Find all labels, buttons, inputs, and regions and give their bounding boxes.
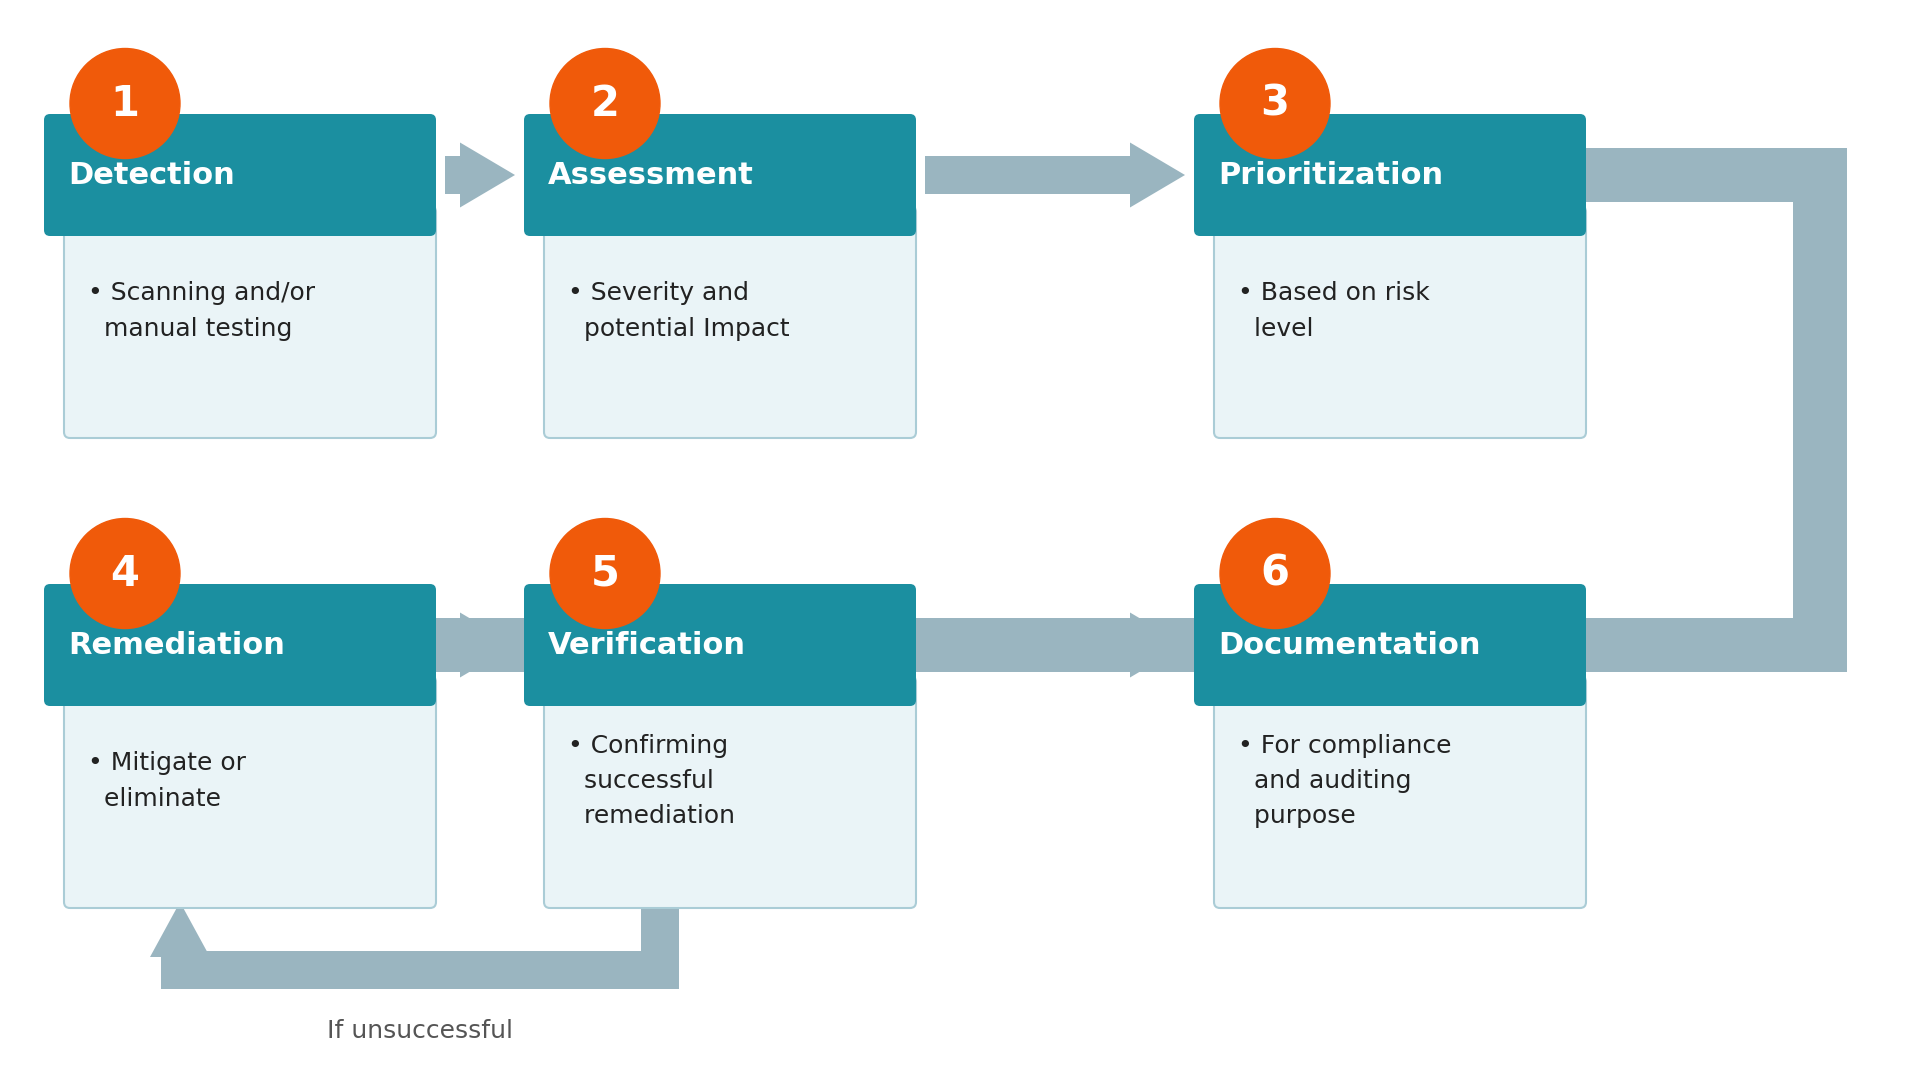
Polygon shape bbox=[1580, 148, 1847, 202]
Circle shape bbox=[69, 49, 180, 159]
Text: • Mitigate or
  eliminate: • Mitigate or eliminate bbox=[88, 752, 246, 811]
FancyBboxPatch shape bbox=[524, 584, 916, 706]
Polygon shape bbox=[925, 143, 1185, 207]
Polygon shape bbox=[925, 612, 1185, 677]
FancyBboxPatch shape bbox=[63, 206, 436, 438]
Polygon shape bbox=[50, 605, 1847, 685]
Polygon shape bbox=[641, 902, 680, 989]
Text: 3: 3 bbox=[1261, 82, 1290, 124]
Circle shape bbox=[1219, 518, 1331, 629]
Polygon shape bbox=[445, 612, 515, 677]
Text: Documentation: Documentation bbox=[1217, 631, 1480, 660]
Text: • Based on risk
  level: • Based on risk level bbox=[1238, 281, 1430, 340]
Text: 2: 2 bbox=[591, 82, 620, 124]
Circle shape bbox=[69, 518, 180, 629]
FancyBboxPatch shape bbox=[543, 676, 916, 908]
Text: Assessment: Assessment bbox=[547, 161, 755, 189]
Circle shape bbox=[1219, 49, 1331, 159]
Text: 4: 4 bbox=[111, 553, 140, 594]
Text: If unsuccessful: If unsuccessful bbox=[326, 1020, 513, 1043]
FancyBboxPatch shape bbox=[1194, 114, 1586, 237]
Text: 6: 6 bbox=[1261, 553, 1290, 594]
Polygon shape bbox=[445, 143, 515, 207]
Text: • Confirming
  successful
  remediation: • Confirming successful remediation bbox=[568, 733, 735, 828]
Text: • Severity and
  potential Impact: • Severity and potential Impact bbox=[568, 281, 789, 340]
FancyBboxPatch shape bbox=[1194, 584, 1586, 706]
Polygon shape bbox=[150, 902, 209, 957]
FancyBboxPatch shape bbox=[1213, 676, 1586, 908]
FancyBboxPatch shape bbox=[44, 584, 436, 706]
Text: • Scanning and/or
  manual testing: • Scanning and/or manual testing bbox=[88, 281, 315, 340]
Text: 5: 5 bbox=[591, 553, 620, 594]
FancyBboxPatch shape bbox=[63, 676, 436, 908]
Text: • For compliance
  and auditing
  purpose: • For compliance and auditing purpose bbox=[1238, 733, 1452, 828]
Text: Detection: Detection bbox=[67, 161, 234, 189]
Circle shape bbox=[549, 49, 660, 159]
FancyBboxPatch shape bbox=[524, 114, 916, 237]
Polygon shape bbox=[1793, 148, 1847, 672]
FancyBboxPatch shape bbox=[1213, 206, 1586, 438]
Text: Prioritization: Prioritization bbox=[1217, 161, 1444, 189]
Text: Verification: Verification bbox=[547, 631, 747, 660]
Text: Remediation: Remediation bbox=[67, 631, 284, 660]
Text: 1: 1 bbox=[111, 82, 140, 124]
FancyBboxPatch shape bbox=[44, 114, 436, 237]
Polygon shape bbox=[161, 951, 680, 989]
FancyBboxPatch shape bbox=[543, 206, 916, 438]
Circle shape bbox=[549, 518, 660, 629]
